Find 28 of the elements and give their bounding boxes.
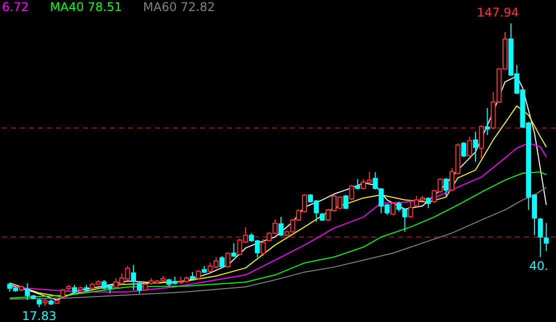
candlestick: [544, 222, 549, 252]
candlestick: [349, 184, 354, 201]
candlestick: [478, 124, 484, 159]
candlestick: [260, 238, 266, 256]
candlestick: [444, 178, 449, 196]
candlestick: [426, 196, 431, 209]
text: MA60 72.82: [143, 0, 215, 14]
candlestick: [343, 194, 348, 210]
candlestick: [461, 142, 466, 158]
candlestick: [473, 131, 478, 162]
text: 6.72: [2, 0, 29, 14]
annotation: 40.: [529, 259, 548, 274]
candlestick: [467, 136, 472, 158]
candlestick: [219, 255, 224, 269]
annotation: 147.94: [476, 5, 519, 20]
candlestick: [136, 282, 142, 294]
text: MA40 78.51: [50, 0, 122, 14]
candlestick: [231, 242, 236, 258]
candlestick: [131, 264, 136, 290]
candlestick: [225, 252, 230, 268]
candlestick: [538, 218, 543, 258]
candlestick: [408, 199, 414, 218]
candlestick: [355, 178, 360, 190]
candlestick: [278, 216, 284, 237]
candlestick: [196, 270, 201, 280]
candlestick: [484, 107, 490, 136]
annotation: 17.83: [22, 309, 56, 322]
candlestick: [390, 202, 396, 216]
